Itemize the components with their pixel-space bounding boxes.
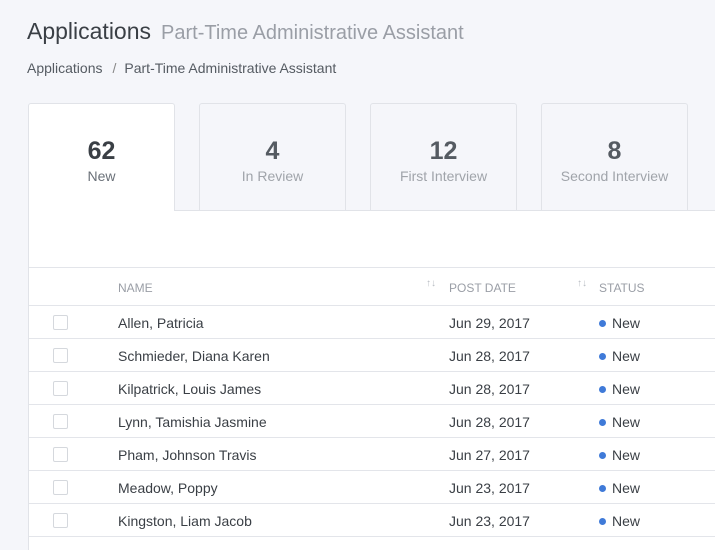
tab-new[interactable]: 62 New <box>28 103 175 211</box>
status-badge: New <box>599 480 640 496</box>
status-dot-icon <box>599 452 606 459</box>
table-row[interactable]: Allen, Patricia Jun 29, 2017 New <box>29 306 715 339</box>
post-date: Jun 23, 2017 <box>449 480 530 496</box>
status-dot-icon <box>599 485 606 492</box>
status-text: New <box>612 414 641 430</box>
status-text: New <box>612 315 641 331</box>
status-text: New <box>612 348 641 364</box>
status-text: New <box>612 381 641 397</box>
post-date: Jun 28, 2017 <box>449 414 530 430</box>
row-checkbox[interactable] <box>53 348 68 363</box>
status-dot-icon <box>599 419 606 426</box>
breadcrumb-current: Part-Time Administrative Assistant <box>124 60 337 76</box>
breadcrumb-separator: / <box>112 60 117 76</box>
page-subtitle: Part-Time Administrative Assistant <box>161 22 464 44</box>
status-text: New <box>612 480 641 496</box>
column-status: Status <box>599 281 645 295</box>
status-dot-icon <box>599 518 606 525</box>
tab-second-interview[interactable]: 8 Second Interview <box>541 103 688 210</box>
row-checkbox[interactable] <box>53 447 68 462</box>
row-checkbox[interactable] <box>53 480 68 495</box>
applicant-name[interactable]: Schmieder, Diana Karen <box>118 348 270 364</box>
status-badge: New <box>599 414 640 430</box>
page-title: Applications Part-Time Administrative Ass… <box>27 18 464 45</box>
post-date: Jun 28, 2017 <box>449 348 530 364</box>
title-text: Applications <box>27 18 152 44</box>
table-row[interactable]: Kilpatrick, Louis James Jun 28, 2017 New <box>29 372 715 405</box>
status-badge: New <box>599 447 640 463</box>
applicant-name[interactable]: Lynn, Tamishia Jasmine <box>118 414 267 430</box>
table-header: Name ↑↓ Post Date ↑↓ Status <box>29 267 715 306</box>
status-text: New <box>612 513 641 529</box>
status-badge: New <box>599 315 640 331</box>
status-badge: New <box>599 381 640 397</box>
tab-label: New <box>87 168 116 184</box>
tab-count: 12 <box>429 137 458 165</box>
tab-count: 8 <box>607 137 622 165</box>
tab-count: 4 <box>265 137 280 165</box>
row-checkbox[interactable] <box>53 381 68 396</box>
tab-label: First Interview <box>399 168 488 184</box>
breadcrumb-applications[interactable]: Applications <box>27 60 103 76</box>
post-date: Jun 23, 2017 <box>449 513 530 529</box>
status-badge: New <box>599 348 640 364</box>
status-dot-icon <box>599 320 606 327</box>
post-date: Jun 29, 2017 <box>449 315 530 331</box>
tab-first-interview[interactable]: 12 First Interview <box>370 103 517 210</box>
sort-icon[interactable]: ↑↓ <box>577 278 587 289</box>
row-checkbox[interactable] <box>53 315 68 330</box>
tab-label: In Review <box>241 168 304 184</box>
column-post-date[interactable]: Post Date <box>449 281 516 295</box>
tab-label: Second Interview <box>560 168 669 184</box>
table-row[interactable]: Lynn, Tamishia Jasmine Jun 28, 2017 New <box>29 405 715 438</box>
column-name[interactable]: Name <box>118 281 153 295</box>
applicant-name[interactable]: Kingston, Liam Jacob <box>118 513 252 529</box>
applications-panel: Name ↑↓ Post Date ↑↓ Status Allen, Patri… <box>28 210 715 550</box>
tab-in-review[interactable]: 4 In Review <box>199 103 346 210</box>
applicant-name[interactable]: Pham, Johnson Travis <box>118 447 257 463</box>
applicant-name[interactable]: Kilpatrick, Louis James <box>118 381 262 397</box>
status-dot-icon <box>599 353 606 360</box>
breadcrumb: Applications / Part-Time Administrative As… <box>27 60 336 76</box>
status-text: New <box>612 447 641 463</box>
post-date: Jun 27, 2017 <box>449 447 530 463</box>
applicant-name[interactable]: Allen, Patricia <box>118 315 204 331</box>
row-checkbox[interactable] <box>53 414 68 429</box>
table-row[interactable]: Pham, Johnson Travis Jun 27, 2017 New <box>29 438 715 471</box>
tab-count: 62 <box>87 137 116 165</box>
table-row[interactable]: Meadow, Poppy Jun 23, 2017 New <box>29 471 715 504</box>
status-badge: New <box>599 513 640 529</box>
status-dot-icon <box>599 386 606 393</box>
row-checkbox[interactable] <box>53 513 68 528</box>
post-date: Jun 28, 2017 <box>449 381 530 397</box>
table-row[interactable]: Kingston, Liam Jacob Jun 23, 2017 New <box>29 504 715 537</box>
sort-icon[interactable]: ↑↓ <box>426 278 436 289</box>
table-row[interactable]: Schmieder, Diana Karen Jun 28, 2017 New <box>29 339 715 372</box>
applicant-name[interactable]: Meadow, Poppy <box>118 480 218 496</box>
